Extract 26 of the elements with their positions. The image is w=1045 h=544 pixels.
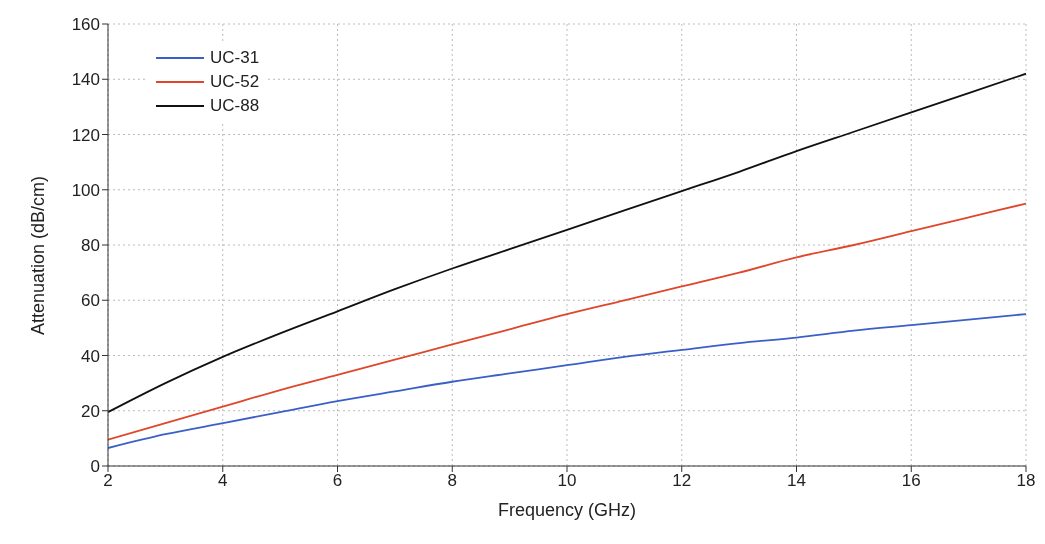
y-tick-label: 80 (81, 236, 100, 256)
x-tick-label: 4 (218, 471, 228, 491)
x-tick-label: 2 (103, 471, 113, 491)
x-tick-label: 18 (1016, 471, 1036, 491)
x-axis-title: Frequency (GHz) (497, 500, 637, 520)
y-tick-label: 0 (90, 457, 100, 477)
y-tick-label: 20 (81, 401, 100, 421)
x-tick-label: 8 (447, 471, 457, 491)
line-series (108, 313, 1026, 449)
line-series (108, 202, 1026, 441)
line-series (108, 72, 1026, 414)
y-tick-label: 120 (71, 125, 100, 145)
y-tick-label: 140 (71, 70, 100, 90)
x-tick-label: 14 (787, 471, 806, 491)
y-axis-title: Attenuation (dB/cm) (28, 175, 49, 335)
x-tick-label: 10 (557, 471, 577, 491)
y-tick-label: 60 (81, 291, 100, 311)
y-tick-label: 100 (71, 180, 100, 200)
y-tick-label: 160 (71, 15, 100, 35)
legend-label: UC-31 (210, 48, 260, 68)
x-tick-label: 6 (332, 471, 343, 491)
x-tick-label: 12 (672, 471, 692, 491)
y-tick-label: 40 (81, 346, 100, 366)
x-tick-label: 16 (901, 471, 921, 491)
legend-label: UC-88 (210, 96, 260, 116)
legend-label: UC-52 (210, 72, 260, 92)
